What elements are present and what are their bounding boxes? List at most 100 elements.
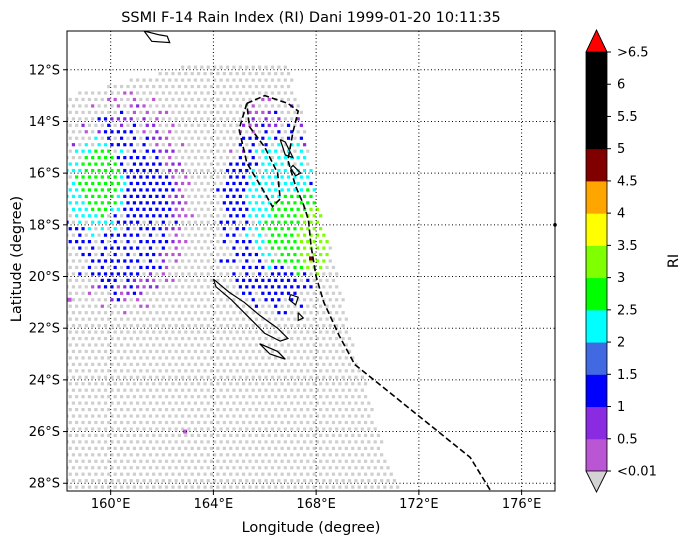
swath-cell [209, 227, 214, 231]
swath-cell [91, 401, 95, 405]
rain-cell [286, 175, 291, 179]
swath-cell [274, 459, 278, 463]
swath-cell [203, 201, 207, 205]
swath-cell [190, 317, 194, 321]
swath-cell [97, 375, 101, 379]
swath-cell [293, 330, 297, 334]
rain-cell [267, 175, 271, 179]
swath-cell [174, 285, 178, 289]
rain-cell [129, 246, 133, 250]
swath-cell [78, 130, 82, 134]
rain-cell [270, 285, 275, 289]
swath-cell [184, 252, 188, 257]
swath-cell [75, 110, 79, 114]
swath-cell [216, 446, 220, 450]
rain-cell [164, 162, 169, 166]
swath-cell [248, 97, 252, 102]
swath-cell [136, 362, 140, 366]
rain-cell [78, 246, 82, 250]
swath-cell [213, 220, 217, 224]
swath-cell [132, 369, 137, 373]
swath-cell [155, 401, 159, 405]
rain-cell [75, 162, 79, 166]
swath-cell [258, 349, 262, 354]
rain-cell [274, 214, 278, 218]
swath-cell [193, 78, 198, 82]
swath-cell [351, 408, 355, 412]
swath-cell [380, 479, 384, 483]
swath-cell [315, 375, 320, 379]
swath-cell [280, 343, 284, 347]
swath-cell [283, 324, 287, 328]
swath-cell [174, 272, 178, 276]
swath-cell [152, 395, 156, 399]
swath-cell [280, 369, 284, 373]
rain-cell [142, 130, 146, 134]
swath-cell [107, 227, 111, 231]
rain-cell [296, 181, 300, 186]
swath-cell [235, 420, 239, 425]
rain-cell [312, 240, 316, 244]
swath-cell [177, 84, 181, 89]
rain-cell [100, 227, 104, 231]
swath-cell [190, 382, 194, 386]
swath-cell [71, 130, 76, 134]
swath-cell [328, 440, 332, 444]
swath-cell [283, 401, 287, 405]
swath-cell [280, 433, 284, 438]
swath-cell [158, 369, 162, 373]
swath-cell [91, 324, 95, 328]
swath-cell [123, 414, 127, 418]
rain-cell [100, 162, 104, 166]
swath-cell [232, 78, 236, 82]
swath-cell [238, 246, 242, 250]
rain-cell [299, 304, 303, 308]
swath-cell [216, 149, 220, 153]
rain-cell [241, 123, 246, 127]
swath-cell [248, 343, 252, 347]
swath-cell [203, 472, 207, 476]
swath-cell [293, 485, 297, 489]
rain-cell [299, 188, 303, 192]
swath-cell [360, 466, 364, 470]
swath-cell [302, 427, 307, 431]
rain-cell [71, 143, 76, 147]
rain-cell [84, 181, 88, 186]
swath-cell [171, 110, 175, 114]
swath-cell [254, 485, 259, 489]
rain-cell [75, 240, 79, 244]
swath-cell [110, 311, 114, 315]
swath-cell [190, 110, 194, 114]
swath-cell [126, 408, 130, 412]
swath-cell [184, 265, 188, 270]
swath-cell [197, 175, 201, 179]
swath-cell [126, 97, 130, 102]
swath-cell [81, 356, 85, 360]
swath-cell [139, 395, 143, 399]
swath-cell [71, 104, 76, 108]
swath-cell [107, 459, 111, 463]
swath-cell [87, 395, 92, 399]
rain-cell [132, 291, 137, 295]
rain-cell [177, 201, 181, 205]
swath-cell [190, 395, 194, 399]
rain-cell [280, 188, 284, 192]
swath-cell [168, 272, 172, 276]
swath-cell [312, 395, 316, 399]
swath-cell [270, 479, 275, 483]
swath-cell [232, 375, 236, 379]
swath-cell [232, 324, 236, 328]
rain-cell [302, 220, 307, 224]
swath-cell [280, 110, 284, 114]
rain-cell [177, 240, 181, 244]
coastlines [143, 31, 305, 360]
swath-cell [103, 298, 108, 302]
swath-cell [148, 401, 153, 405]
rain-cell [277, 194, 281, 198]
swath-cell [254, 84, 259, 89]
swath-cell [184, 136, 188, 140]
swath-cell [367, 453, 371, 457]
swath-cell [110, 336, 114, 341]
rain-cell [190, 214, 194, 218]
swath-cell [67, 466, 69, 470]
